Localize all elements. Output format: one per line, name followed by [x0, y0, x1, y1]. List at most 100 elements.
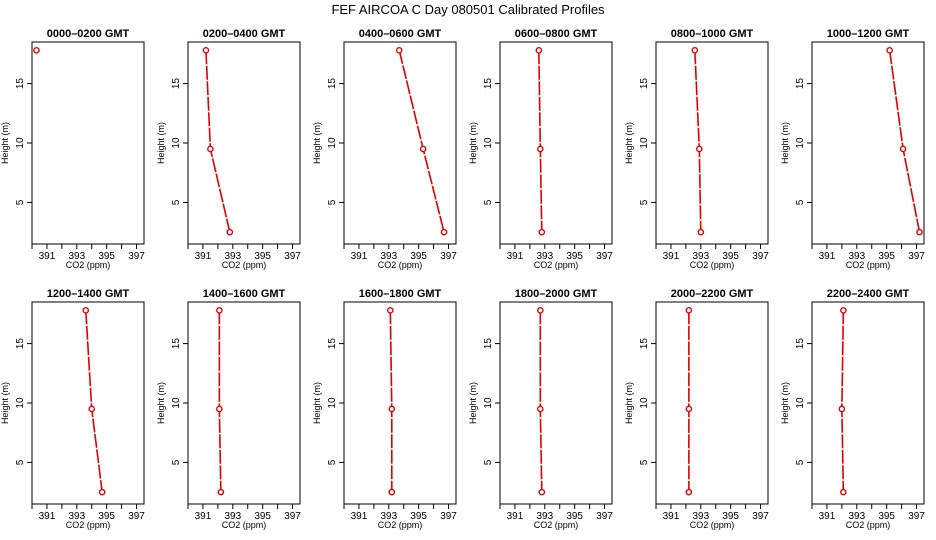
y-tick-label: 15	[483, 78, 494, 90]
x-tick-label: 391	[663, 251, 680, 262]
profile-line	[841, 310, 845, 493]
profile-panel: 1800–2000 GMT 391 393 395 397 5 10 15 CO2 (ppm) H…	[468, 288, 613, 530]
plot-frame	[31, 41, 145, 245]
y-tick-label: 5	[795, 199, 806, 205]
data-point	[386, 307, 394, 314]
x-axis-label: CO2 (ppm)	[690, 520, 735, 530]
data-point	[98, 488, 106, 496]
y-tick-label: 10	[639, 137, 650, 149]
plot-frame	[655, 41, 769, 245]
data-point	[538, 228, 546, 236]
y-tick-label: 5	[327, 199, 338, 205]
data-point	[691, 47, 699, 54]
x-tick-label: 391	[195, 251, 212, 262]
data-point	[838, 405, 846, 413]
x-axis-label: CO2 (ppm)	[846, 260, 891, 270]
x-tick-label: 397	[284, 511, 301, 522]
x-axis-label: CO2 (ppm)	[222, 520, 267, 530]
profile-panel: 0800–1000 GMT 391 393 395 397 5 10 15 CO2 (ppm) H…	[624, 28, 769, 270]
x-axis-label: CO2 (ppm)	[846, 520, 891, 530]
y-tick-label: 15	[639, 338, 650, 350]
data-point	[440, 228, 448, 236]
data-point	[899, 145, 907, 153]
profile-line	[398, 50, 445, 233]
data-point	[685, 307, 693, 314]
profile-panel: 2000–2200 GMT 391 393 395 397 5 10 15 CO2 (ppm) H…	[624, 288, 769, 530]
profile-panel: 0000–0200 GMT 391 393 395 397 5 10 15 CO2 (ppm) H…	[0, 28, 145, 270]
x-tick-label: 397	[128, 251, 145, 262]
data-point	[419, 145, 427, 153]
y-tick-label: 5	[171, 199, 182, 205]
x-tick-label: 395	[566, 511, 583, 522]
x-tick-label: 395	[410, 511, 427, 522]
plot-frame	[343, 301, 457, 505]
profile-line	[389, 310, 393, 493]
x-tick-label: 397	[440, 511, 457, 522]
y-tick-label: 10	[15, 397, 26, 409]
y-tick-label: 5	[171, 459, 182, 465]
x-tick-label: 393	[848, 511, 865, 522]
x-tick-label: 393	[68, 251, 85, 262]
x-tick-label: 393	[380, 251, 397, 262]
y-axis-label: Height (m)	[780, 122, 790, 164]
x-tick-label: 393	[224, 251, 241, 262]
figure-title: FEF AIRCOA C Day 080501 Calibrated Profi…	[331, 2, 605, 17]
data-point	[685, 405, 693, 413]
y-tick-label: 5	[639, 459, 650, 465]
x-tick-label: 393	[68, 511, 85, 522]
data-point	[216, 405, 223, 413]
plot-frame	[187, 41, 301, 245]
data-point	[395, 47, 403, 54]
profile-line	[888, 50, 921, 233]
x-tick-label: 395	[878, 251, 895, 262]
y-tick-label: 15	[483, 338, 494, 350]
x-tick-label: 391	[351, 251, 368, 262]
profile-line	[84, 310, 103, 493]
x-tick-label: 393	[224, 511, 241, 522]
x-tick-label: 391	[351, 511, 368, 522]
y-axis-label: Height (m)	[0, 382, 10, 424]
panel-title: 1800–2000 GMT	[515, 288, 598, 300]
data-point	[685, 488, 693, 496]
y-axis-label: Height (m)	[624, 382, 634, 424]
plot-frame	[655, 301, 769, 505]
data-point	[226, 228, 234, 236]
x-tick-label: 391	[507, 511, 524, 522]
y-axis-label: Height (m)	[156, 382, 166, 424]
y-tick-label: 15	[171, 78, 182, 90]
x-tick-label: 397	[908, 511, 925, 522]
x-tick-label: 391	[663, 511, 680, 522]
y-tick-label: 10	[795, 137, 806, 149]
data-point	[696, 145, 703, 153]
x-tick-label: 391	[39, 251, 56, 262]
y-tick-label: 10	[327, 137, 338, 149]
plot-frame	[811, 301, 925, 505]
y-tick-label: 15	[15, 78, 26, 90]
panel-title: 0400–0600 GMT	[359, 28, 442, 40]
x-axis-label: CO2 (ppm)	[534, 260, 579, 270]
panel-title: 0200–0400 GMT	[203, 28, 286, 40]
x-axis-label: CO2 (ppm)	[378, 260, 423, 270]
plot-frame	[31, 301, 145, 505]
profile-line	[539, 310, 543, 493]
profile-line	[205, 50, 231, 233]
panel-title: 1400–1600 GMT	[203, 288, 286, 300]
x-tick-label: 395	[878, 511, 895, 522]
y-axis-label: Height (m)	[312, 382, 322, 424]
x-tick-label: 393	[536, 251, 553, 262]
profile-panel: 1000–1200 GMT 391 393 395 397 5 10 15 CO2 (ppm) H…	[780, 28, 925, 270]
y-tick-label: 10	[795, 397, 806, 409]
profile-panel: 1400–1600 GMT 391 393 395 397 5 10 15 CO2 (ppm) H…	[156, 288, 301, 530]
data-point	[388, 405, 396, 413]
x-axis-label: CO2 (ppm)	[534, 520, 579, 530]
data-point	[537, 145, 544, 153]
x-tick-label: 395	[722, 251, 739, 262]
x-tick-label: 391	[39, 511, 56, 522]
x-tick-label: 391	[507, 251, 524, 262]
x-tick-label: 397	[284, 251, 301, 262]
y-tick-label: 15	[15, 338, 26, 350]
data-point	[535, 47, 543, 54]
y-tick-label: 5	[327, 459, 338, 465]
data-point	[538, 488, 546, 496]
y-tick-label: 10	[15, 137, 26, 149]
